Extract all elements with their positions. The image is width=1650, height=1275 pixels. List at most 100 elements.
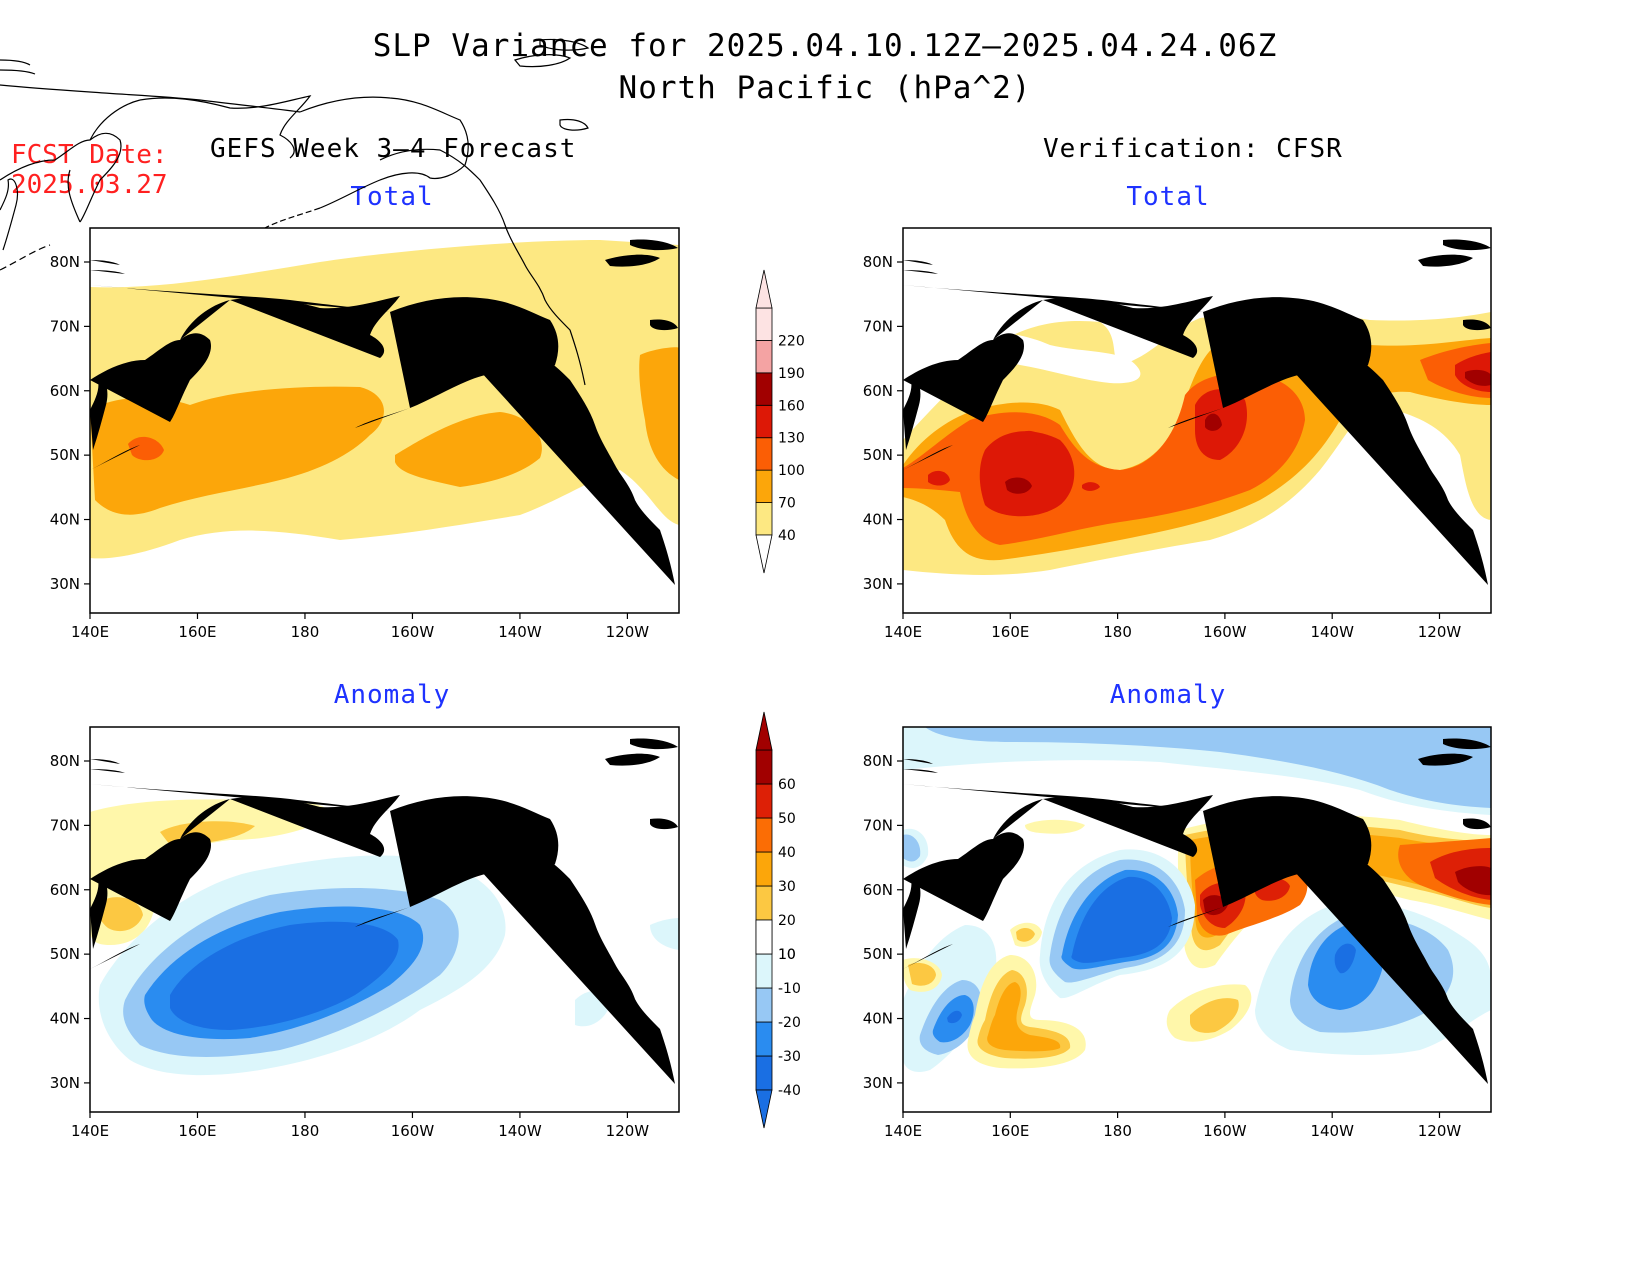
verif-total-contour-160a xyxy=(1005,477,1032,494)
colorbar-total: 40 70 100 130 160 190 220 xyxy=(755,269,805,574)
colorbar-tail-top xyxy=(755,711,773,751)
x-tick-label: 160E xyxy=(991,1122,1029,1140)
colorbar-label: 10 xyxy=(778,947,796,963)
x-tick-label: 140W xyxy=(1310,1122,1354,1140)
frame-verif-total xyxy=(902,227,1492,614)
y-tick-label: 50N xyxy=(50,446,80,464)
colorbar-tail-top xyxy=(755,269,773,309)
colorbar-tail-bottom xyxy=(755,1089,773,1129)
frame-fcst-anomaly xyxy=(89,726,680,1113)
x-tick-label: 180 xyxy=(1103,623,1132,641)
frame-fcst-total xyxy=(89,227,680,614)
left-column-heading: GEFS Week 3–4 Forecast xyxy=(210,134,577,164)
y-tick-label: 50N xyxy=(863,446,893,464)
x-tick-label: 160E xyxy=(178,623,216,641)
y-tick-label: 80N xyxy=(50,752,80,770)
coastline-group xyxy=(0,38,590,386)
colorbar-label: 30 xyxy=(778,879,796,895)
y-tick-label: 60N xyxy=(50,382,80,400)
verif-anom-contour-neg20-west xyxy=(903,834,921,862)
y-tick-label: 80N xyxy=(863,752,893,770)
fcst-total-contour-70c xyxy=(639,347,679,480)
y-tick-label: 40N xyxy=(863,1010,893,1028)
colorbar-label: -20 xyxy=(778,1015,801,1031)
colorbar-segment xyxy=(755,340,773,374)
colorbar-segment xyxy=(755,783,773,819)
colorbar-segment xyxy=(755,437,773,471)
y-tick-label: 40N xyxy=(863,511,893,529)
verif-total-contour-130e xyxy=(1082,482,1100,491)
verif-total-contour-130a xyxy=(979,431,1075,517)
colorbar-segment xyxy=(755,851,773,887)
fcst-total-contour-100 xyxy=(128,436,164,461)
colorbar-label: 160 xyxy=(778,398,805,414)
verif-total-contour-160b xyxy=(1205,413,1222,431)
colorbar-segment xyxy=(755,404,773,439)
colorbar-label: -10 xyxy=(778,981,801,997)
colorbar-segment xyxy=(755,885,773,921)
x-tick-label: 140W xyxy=(498,623,542,641)
colorbar-segment xyxy=(755,987,773,1023)
y-tick-label: 50N xyxy=(50,945,80,963)
y-tick-label: 30N xyxy=(50,1074,80,1092)
x-tick-label: 120W xyxy=(606,1122,650,1140)
y-tick-label: 60N xyxy=(863,881,893,899)
colorbar-label: 50 xyxy=(778,811,796,827)
colorbar-label: 10 xyxy=(778,947,796,963)
colorbar-segment xyxy=(755,372,773,406)
colorbar-segment xyxy=(755,817,773,853)
colorbar-label: 100 xyxy=(778,463,805,479)
fcst-anom-contour-pos20-south xyxy=(98,897,143,932)
colorbar-tail-bottom xyxy=(755,534,773,574)
colorbar-segment xyxy=(755,749,773,785)
x-tick-label: 160W xyxy=(391,1122,435,1140)
verif-anom-contour-neg40-east xyxy=(1334,943,1356,974)
verif-anom-contour-pos10-arctic xyxy=(1025,819,1085,834)
frame-verif-anomaly xyxy=(902,726,1492,1113)
y-tick-label: 30N xyxy=(863,575,893,593)
y-tick-label: 80N xyxy=(50,253,80,271)
panel-title-verif-total: Total xyxy=(1126,182,1210,212)
verif-total-contour-130d xyxy=(928,470,950,486)
y-tick-label: 60N xyxy=(863,382,893,400)
y-tick-label: 70N xyxy=(50,317,80,335)
verif-anom-contour-neg40-sw xyxy=(947,1010,962,1024)
colorbar-segment xyxy=(755,307,773,341)
verif-total-contour-130c xyxy=(1018,430,1042,446)
colorbar-label: 130 xyxy=(778,431,805,447)
verif-total-contour-160c xyxy=(1465,369,1491,386)
y-tick-label: 30N xyxy=(863,1074,893,1092)
y-tick-label: 70N xyxy=(863,816,893,834)
x-tick-label: 160W xyxy=(1203,1122,1247,1140)
panel-title-fcst-anomaly: Anomaly xyxy=(333,680,451,710)
fcst-anom-contour-neg10-east2 xyxy=(650,918,679,950)
colorbar-label: 220 xyxy=(778,333,805,349)
x-tick-label: 120W xyxy=(1418,1122,1462,1140)
x-tick-label: 140W xyxy=(498,1122,542,1140)
verif-anom-contour-neg20-top xyxy=(925,727,1491,808)
colorbar-label: -30 xyxy=(778,1049,801,1065)
y-tick-label: 50N xyxy=(863,945,893,963)
fcst-total-contour-70a xyxy=(90,386,384,515)
x-tick-label: 140E xyxy=(884,1122,922,1140)
colorbar-label: 190 xyxy=(778,366,805,382)
x-tick-label: 160W xyxy=(391,623,435,641)
y-tick-label: 40N xyxy=(50,1010,80,1028)
x-tick-label: 180 xyxy=(291,1122,320,1140)
verif-anom-contour-pos60b xyxy=(1455,866,1491,896)
x-tick-label: 120W xyxy=(606,623,650,641)
fcst-anom-contour-neg40 xyxy=(170,921,399,1030)
x-tick-label: 140W xyxy=(1310,623,1354,641)
colorbar-segment xyxy=(755,953,773,989)
x-tick-label: 180 xyxy=(1103,1122,1132,1140)
x-tick-label: 120W xyxy=(1418,623,1462,641)
colorbar-segment xyxy=(755,1021,773,1057)
x-tick-label: 140E xyxy=(71,1122,109,1140)
right-column-heading: Verification: CFSR xyxy=(1043,134,1343,164)
colorbar-segment xyxy=(755,1055,773,1091)
y-tick-label: 40N xyxy=(50,511,80,529)
colorbar-label: 20 xyxy=(778,913,796,929)
colorbar-label: 60 xyxy=(778,777,796,793)
colorbar-segment xyxy=(755,469,773,503)
fcst-total-contour-70b xyxy=(395,412,542,487)
